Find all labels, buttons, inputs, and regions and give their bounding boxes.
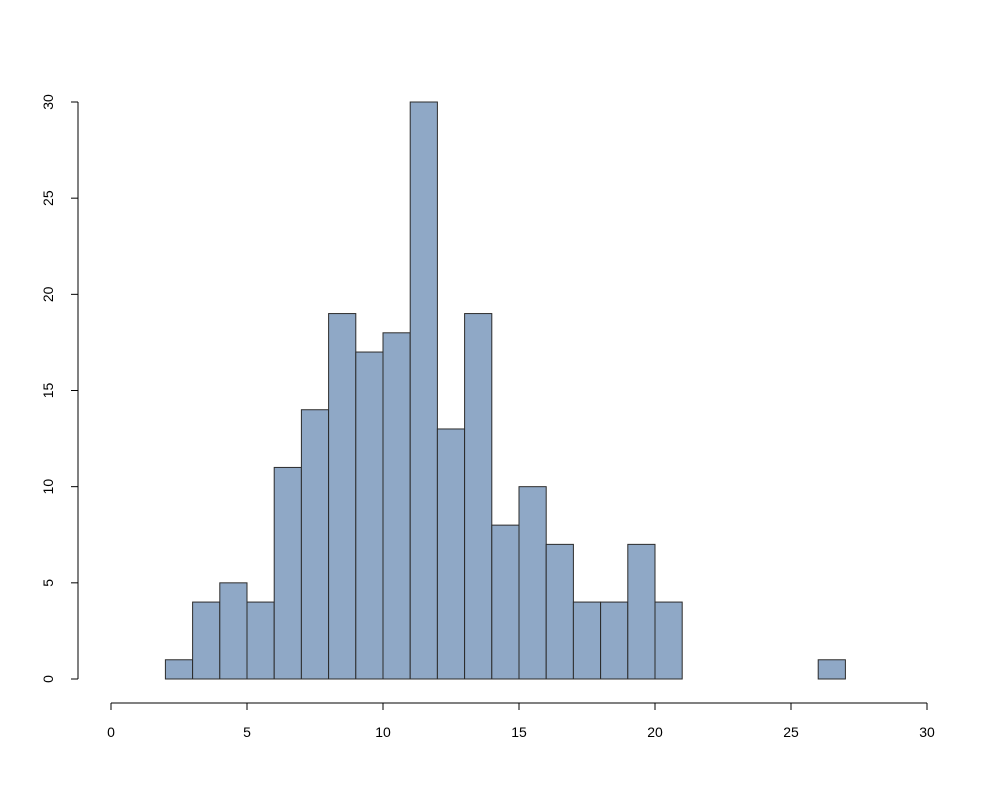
x-tick-label: 30 bbox=[919, 724, 935, 740]
bar bbox=[572, 601, 602, 680]
x-tick-label: 15 bbox=[511, 724, 527, 740]
bar bbox=[436, 428, 466, 680]
y-tick-label: 15 bbox=[40, 383, 56, 399]
bar bbox=[273, 466, 302, 680]
bar bbox=[817, 659, 846, 680]
x-tick-label: 10 bbox=[375, 724, 391, 740]
bar bbox=[654, 601, 683, 680]
y-tick-label: 5 bbox=[40, 579, 56, 587]
bar bbox=[545, 543, 574, 680]
bar bbox=[464, 313, 493, 680]
y-tick-label: 30 bbox=[40, 94, 56, 110]
x-tick-label: 20 bbox=[647, 724, 663, 740]
bar bbox=[328, 313, 357, 680]
bar bbox=[246, 601, 275, 680]
bar bbox=[382, 332, 411, 680]
bar bbox=[518, 486, 547, 680]
bar bbox=[192, 601, 221, 680]
bar bbox=[219, 582, 248, 680]
x-tick-label: 5 bbox=[243, 724, 251, 740]
x-tick-label: 25 bbox=[783, 724, 799, 740]
bar bbox=[491, 524, 520, 680]
bar bbox=[600, 601, 629, 680]
y-tick-label: 20 bbox=[40, 286, 56, 302]
bar bbox=[627, 543, 656, 680]
bar bbox=[164, 659, 194, 680]
bar bbox=[409, 101, 438, 680]
bar bbox=[300, 409, 330, 680]
y-tick-label: 10 bbox=[40, 479, 56, 495]
x-tick-label: 0 bbox=[107, 724, 115, 740]
bar bbox=[355, 351, 384, 680]
y-tick-label: 0 bbox=[40, 675, 56, 683]
y-tick-label: 25 bbox=[40, 190, 56, 206]
